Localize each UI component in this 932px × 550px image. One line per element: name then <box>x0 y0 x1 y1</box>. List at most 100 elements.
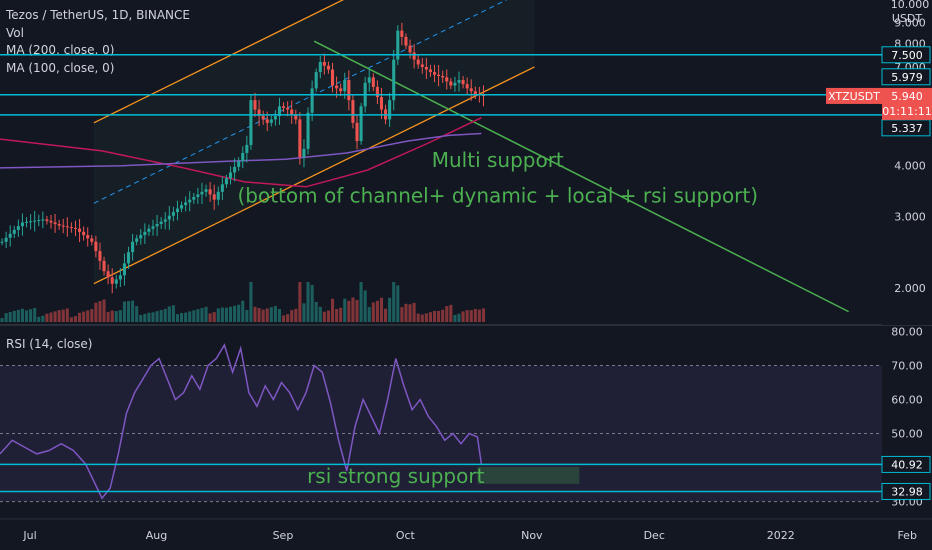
volume-bar <box>351 297 355 322</box>
volume-bar <box>449 304 453 322</box>
volume-bar <box>384 308 388 322</box>
candle-body <box>416 59 420 65</box>
candle-body <box>126 252 131 264</box>
volume-bar <box>379 297 384 322</box>
volume-bar <box>45 313 49 322</box>
moving-averages <box>0 117 482 188</box>
candle-body <box>424 66 428 70</box>
badge-symbol: XTZUSDT <box>828 90 880 103</box>
volume-bar <box>432 310 437 322</box>
badge-level-5979-border <box>881 68 931 86</box>
rsi-support-box <box>477 466 580 484</box>
candle-body <box>86 235 90 239</box>
volume-bar <box>261 309 265 322</box>
candle-body <box>473 91 477 95</box>
candle-body <box>347 80 351 101</box>
volume-bar <box>143 313 147 322</box>
candle-body <box>343 80 347 92</box>
volume-bar <box>69 317 73 322</box>
candle-body <box>290 109 294 115</box>
candle-body <box>326 65 330 70</box>
candle-body <box>216 191 220 200</box>
volume-bar <box>314 301 318 322</box>
candle-body <box>408 45 412 53</box>
candle-body <box>306 112 310 149</box>
candle-body <box>61 225 65 227</box>
volume-bar <box>4 313 8 322</box>
volume-bar <box>318 306 322 322</box>
volume-bar <box>204 306 208 322</box>
volume-bar <box>122 301 126 322</box>
time-axis-label: Feb <box>897 529 916 542</box>
volume-bar <box>212 312 216 322</box>
legend-ma100: MA (100, close, 0) <box>6 61 115 75</box>
candle-body <box>188 199 192 203</box>
candle-body <box>41 219 45 221</box>
badge-last-price: 5.940 <box>891 90 923 103</box>
candle-body <box>379 97 384 110</box>
volume-bar <box>208 313 212 322</box>
volume-bar <box>110 310 114 322</box>
candle-body <box>139 235 143 239</box>
volume-bar <box>159 310 163 322</box>
volume-bar <box>290 310 294 322</box>
candle-body <box>465 84 469 89</box>
candle-body <box>65 226 69 228</box>
candle-body <box>8 233 12 238</box>
volume-bar <box>90 309 94 322</box>
candle-body <box>314 72 318 89</box>
badge-symbol-bg <box>826 87 882 104</box>
volume-bar <box>65 308 69 322</box>
volume-bar <box>73 316 78 322</box>
volume-bar <box>224 307 228 322</box>
volume-bar <box>400 307 404 322</box>
volume-bar <box>200 308 204 322</box>
candle-body <box>78 228 82 232</box>
volume-bar <box>167 306 171 322</box>
axis-badges: 7.500 5.979 5.337 XTZUSDT 5.940 01:11:11 40.92… <box>826 46 932 500</box>
candle-body <box>204 189 208 192</box>
volume-bar <box>277 308 282 322</box>
candle-body <box>102 260 106 272</box>
volume-bar <box>20 308 24 322</box>
volume-bar <box>0 318 4 322</box>
volume-bar <box>457 313 461 322</box>
badge-level-7500-border <box>881 46 931 64</box>
time-axis-label: Oct <box>396 529 416 542</box>
candle-body <box>175 208 180 213</box>
candle-body <box>171 212 175 216</box>
volume-bar <box>269 307 273 322</box>
rsi-axis-tick: 70.00 <box>891 359 923 372</box>
candle-body <box>208 189 212 195</box>
volume-bar <box>8 312 12 322</box>
candle-body <box>20 222 24 227</box>
candle-body <box>257 109 261 117</box>
volume-bar <box>237 304 241 322</box>
candle-body <box>184 202 188 206</box>
candle-body <box>57 223 61 226</box>
candle-body <box>273 116 277 120</box>
volume-bar <box>139 314 143 322</box>
volume-bar <box>437 310 441 322</box>
candle-body <box>228 172 233 179</box>
volume-bar <box>265 308 269 322</box>
volume-bar <box>220 307 224 322</box>
volume-bar <box>335 308 339 322</box>
rsi-series <box>0 343 483 500</box>
volume-bar <box>412 302 416 322</box>
candle-body <box>396 30 400 60</box>
candle-body <box>481 95 486 97</box>
candle-body <box>249 100 253 145</box>
candle-body <box>445 77 449 82</box>
candle-body <box>12 229 16 234</box>
candle-body <box>269 119 273 123</box>
rsi-line <box>0 343 483 500</box>
candle-body <box>335 85 339 89</box>
volume-bar <box>465 310 469 322</box>
volume-bar <box>94 302 98 322</box>
volume-bar <box>363 290 367 322</box>
volume-bars <box>0 282 486 322</box>
candle-body <box>453 82 457 86</box>
candle-body <box>106 271 110 278</box>
